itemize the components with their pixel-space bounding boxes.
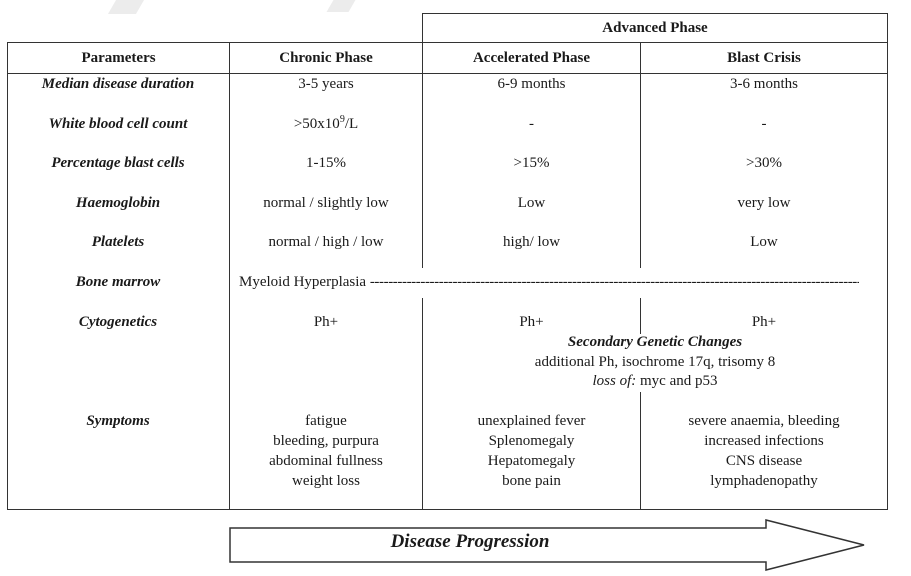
cell-wbc-accelerated: - <box>529 116 534 132</box>
list-item: severe anaemia, bleeding <box>688 413 840 429</box>
list-item: abdominal fullness <box>269 453 383 469</box>
cell-blastpct-chronic: 1-15% <box>306 155 346 171</box>
header-accelerated-phase: Accelerated Phase <box>472 50 591 66</box>
param-wbc: White blood cell count <box>48 116 188 132</box>
header-blast-crisis: Blast Crisis <box>727 50 801 66</box>
disease-progression-label: Disease Progression <box>390 531 550 552</box>
param-symptoms: Symptoms <box>86 413 150 429</box>
param-cytogenetics: Cytogenetics <box>78 314 158 330</box>
param-haemoglobin: Haemoglobin <box>75 195 161 211</box>
list-item: CNS disease <box>725 453 803 469</box>
cell-hb-blast: very low <box>737 195 791 211</box>
secondary-genetic-changes-line1: additional Ph, isochrome 17q, trisomy 8 <box>534 354 776 370</box>
cell-cyto-chronic: Ph+ <box>313 314 339 330</box>
bone-marrow-dashed-arrow: ----------------------------------------… <box>369 274 859 290</box>
cell-platelets-accelerated: high/ low <box>502 234 561 250</box>
cell-median-blast: 3-6 months <box>730 76 798 92</box>
watermark-stroke-left <box>107 0 145 14</box>
cell-blastpct-blast: >30% <box>746 155 782 171</box>
cell-cyto-blast: Ph+ <box>751 314 777 330</box>
cell-hb-chronic: normal / slightly low <box>263 195 389 211</box>
cell-bone-marrow-span: Myeloid Hyperplasia --------------------… <box>239 272 859 292</box>
cell-cyto-accelerated: Ph+ <box>519 314 544 330</box>
list-item: unexplained fever <box>477 413 586 429</box>
disease-progression-arrow-icon <box>229 519 865 571</box>
secondary-genetic-changes-title: Secondary Genetic Changes <box>567 334 743 350</box>
cell-platelets-blast: Low <box>750 234 778 250</box>
cell-symptoms-accelerated: unexplained fever Splenomegaly Hepatomeg… <box>423 411 640 491</box>
header-chronic-phase: Chronic Phase <box>279 50 373 66</box>
header-parameters: Parameters <box>81 50 156 66</box>
cell-hb-accelerated: Low <box>517 195 546 211</box>
cell-median-accelerated: 6-9 months <box>497 76 566 92</box>
param-bone-marrow: Bone marrow <box>75 274 161 290</box>
list-item: Splenomegaly <box>488 433 575 449</box>
list-item: bleeding, purpura <box>273 433 379 449</box>
list-item: lymphadenopathy <box>710 473 818 489</box>
param-blast-percentage: Percentage blast cells <box>51 155 185 171</box>
list-item: increased infections <box>704 433 824 449</box>
param-median-duration: Median disease duration <box>41 76 195 92</box>
list-item: bone pain <box>502 473 561 489</box>
cell-wbc-chronic: >50x109/L <box>293 114 359 133</box>
cell-platelets-chronic: normal / high / low <box>268 234 384 250</box>
list-item: weight loss <box>292 473 360 489</box>
cell-wbc-blast: - <box>761 116 767 132</box>
watermark-stroke-right <box>326 0 356 12</box>
advanced-phase-header: Advanced Phase <box>602 20 708 36</box>
bone-marrow-text: Myeloid Hyperplasia <box>239 274 367 290</box>
list-item: Hepatomegaly <box>487 453 576 469</box>
param-platelets: Platelets <box>91 234 145 250</box>
list-item: fatigue <box>305 413 347 429</box>
cell-blastpct-accelerated: >15% <box>513 155 550 171</box>
secondary-genetic-changes-loss: loss of: myc and p53 <box>592 373 718 389</box>
cell-symptoms-chronic: fatigue bleeding, purpura abdominal full… <box>230 411 422 491</box>
cell-symptoms-blast: severe anaemia, bleeding increased infec… <box>641 411 887 491</box>
cell-median-chronic: 3-5 years <box>298 76 354 92</box>
